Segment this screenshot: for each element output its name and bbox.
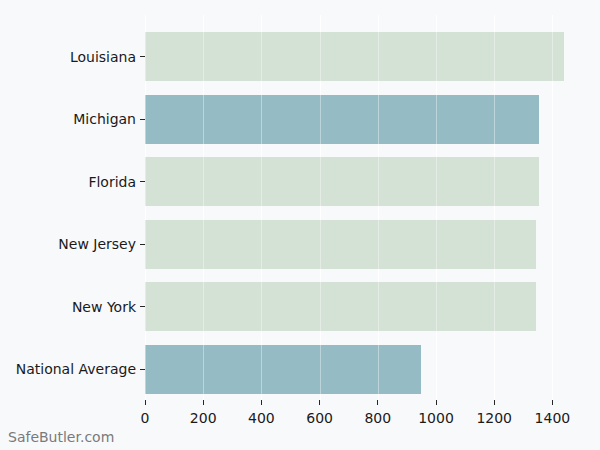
bar-michigan: [145, 95, 539, 144]
x-tick-400: [261, 400, 262, 405]
x-tick-1400: [552, 400, 553, 405]
watermark: SafeButler.com: [8, 429, 114, 445]
bar-national-average: [145, 345, 421, 394]
y-label-louisiana: Louisiana: [0, 47, 136, 67]
bar-chart: Louisiana Michigan Florida New Jersey New Yo…: [0, 0, 600, 450]
y-label-national-average: National Average: [0, 359, 136, 379]
y-label-new-york: New York: [0, 297, 136, 317]
bar-louisiana: [145, 32, 564, 81]
x-tick-800: [377, 400, 378, 405]
x-tick-1000: [436, 400, 437, 405]
bars: [145, 15, 585, 400]
x-tick-1200: [494, 400, 495, 405]
bar-new-york: [145, 282, 536, 331]
x-tick-label-1400: 1400: [512, 410, 592, 426]
plot-area: [145, 15, 585, 400]
x-tick-600: [319, 400, 320, 405]
bar-new-jersey: [145, 220, 536, 269]
x-tick-200: [203, 400, 204, 405]
bar-florida: [145, 157, 539, 206]
y-label-new-jersey: New Jersey: [0, 234, 136, 254]
y-label-florida: Florida: [0, 172, 136, 192]
y-label-michigan: Michigan: [0, 109, 136, 129]
x-tick-0: [145, 400, 146, 405]
